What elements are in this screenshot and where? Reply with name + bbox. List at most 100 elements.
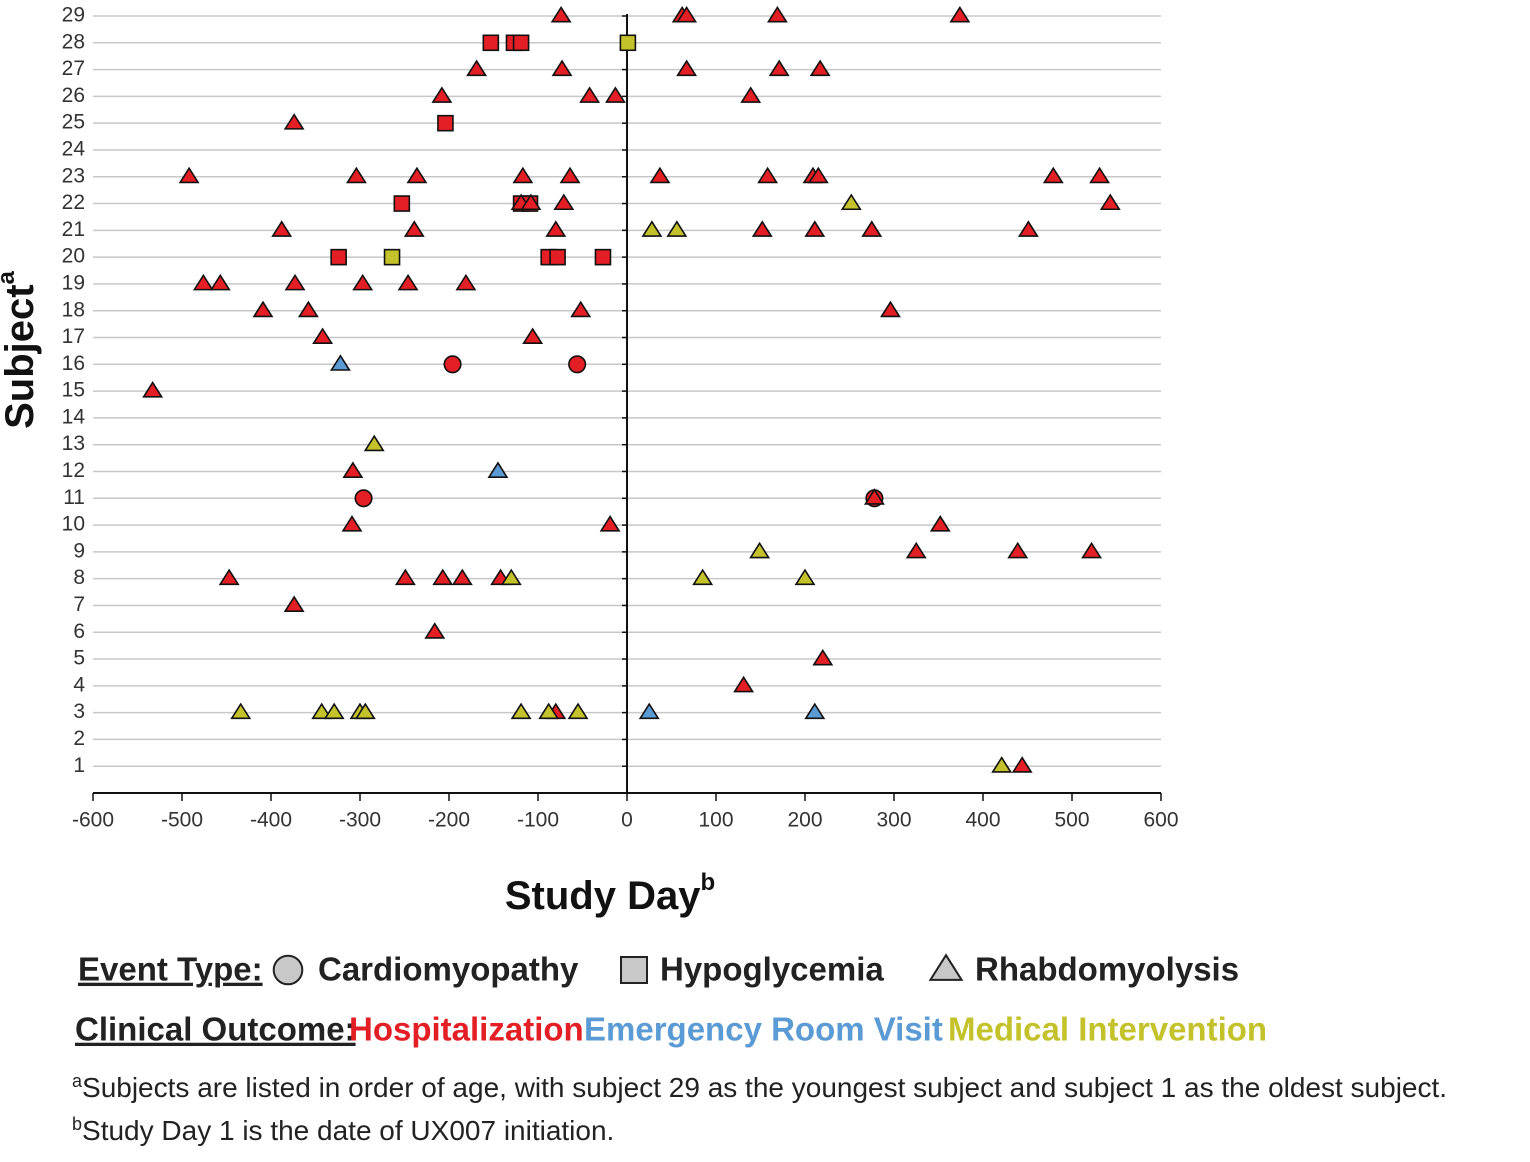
point xyxy=(406,166,428,184)
point xyxy=(466,59,488,77)
y-tick-label: 14 xyxy=(62,405,86,428)
x-tick-label: -400 xyxy=(250,809,292,832)
legend-label: Emergency Room Visit xyxy=(584,1011,943,1048)
legend: Event Type: Clinical Outcome: Cardiomyop… xyxy=(75,951,1267,1048)
legend-outcome-title: Clinical Outcome: xyxy=(75,1011,356,1048)
point xyxy=(766,5,788,23)
point xyxy=(297,300,319,318)
point xyxy=(807,166,829,184)
point xyxy=(397,273,419,291)
point xyxy=(218,568,240,586)
y-tick-label: 16 xyxy=(62,352,85,375)
point xyxy=(271,220,293,237)
point xyxy=(812,648,834,666)
point xyxy=(455,273,477,291)
y-tick-label: 9 xyxy=(73,539,85,562)
point xyxy=(1089,166,1111,184)
point xyxy=(863,488,885,505)
point xyxy=(431,86,453,103)
point xyxy=(553,193,575,211)
legend-symbol xyxy=(620,956,648,984)
y-tick-label: 1 xyxy=(73,754,85,777)
point xyxy=(559,166,581,184)
y-tick-label: 5 xyxy=(73,647,85,670)
point xyxy=(330,248,347,266)
point xyxy=(949,5,971,23)
point xyxy=(567,702,589,720)
x-tick-label: 400 xyxy=(965,809,1000,832)
x-tick-label: -100 xyxy=(517,809,559,832)
point xyxy=(692,568,714,586)
point xyxy=(751,220,773,237)
point xyxy=(482,34,500,52)
x-axis-title-sup: b xyxy=(700,869,715,896)
y-axis-title: Subjecta xyxy=(0,270,42,428)
point xyxy=(1007,541,1029,559)
y-tick-label: 26 xyxy=(62,84,85,107)
point xyxy=(1081,541,1103,559)
y-tick-label: 18 xyxy=(62,298,85,321)
y-tick-label: 25 xyxy=(62,111,85,134)
x-tick-label: -300 xyxy=(339,809,381,832)
legend-label: Cardiomyopathy xyxy=(318,951,579,988)
y-tick-label: 22 xyxy=(62,191,85,214)
point xyxy=(676,5,698,23)
y-tick-label: 15 xyxy=(62,379,85,402)
point xyxy=(879,300,901,318)
point xyxy=(209,273,231,291)
x-axis-title: Study Dayb xyxy=(505,869,715,917)
points xyxy=(142,5,1121,773)
point xyxy=(599,515,621,532)
point xyxy=(1011,756,1033,773)
point xyxy=(329,354,351,371)
y-tick-label: 28 xyxy=(62,30,85,53)
point xyxy=(283,113,305,130)
point xyxy=(437,114,454,132)
footnote-text: Study Day 1 is the date of UX007 initiat… xyxy=(82,1115,614,1146)
y-tick-label: 19 xyxy=(62,271,85,294)
point xyxy=(604,86,626,103)
point xyxy=(345,166,367,184)
footnote: bStudy Day 1 is the date of UX007 initia… xyxy=(72,1114,614,1147)
legend-event-title: Event Type: xyxy=(78,951,263,988)
point xyxy=(538,702,560,720)
point xyxy=(840,193,862,211)
point xyxy=(394,568,416,586)
y-tick-label: 24 xyxy=(62,138,86,161)
point xyxy=(757,166,779,184)
point xyxy=(551,59,573,77)
point xyxy=(487,461,509,478)
point xyxy=(749,541,771,559)
y-tick-label: 29 xyxy=(62,4,85,27)
point xyxy=(594,248,612,266)
legend-label: Rhabdomyolysis xyxy=(975,951,1239,988)
point xyxy=(1099,193,1121,211)
x-tick-label: 500 xyxy=(1054,809,1089,832)
point xyxy=(500,568,522,586)
point xyxy=(510,702,532,720)
point xyxy=(443,355,462,374)
y-tick-label: 12 xyxy=(62,459,85,482)
point xyxy=(192,273,214,291)
y-tick-label: 13 xyxy=(62,432,85,455)
point xyxy=(740,86,762,103)
point xyxy=(230,702,252,720)
x-axis-title-text: Study Day xyxy=(505,874,701,918)
point xyxy=(512,166,534,184)
y-tick-label: 6 xyxy=(73,620,85,643)
y-tick-label: 2 xyxy=(73,727,85,750)
legend-label: Medical Intervention xyxy=(948,1011,1267,1048)
point xyxy=(794,568,816,586)
point xyxy=(549,248,566,266)
point xyxy=(284,273,306,291)
point xyxy=(451,568,473,586)
y-tick-label: 4 xyxy=(73,673,85,696)
y-tick-label: 3 xyxy=(73,700,85,723)
point xyxy=(142,381,164,398)
footnote: aSubjects are listed in order of age, wi… xyxy=(72,1071,1447,1104)
point xyxy=(619,34,637,52)
footnote-mark: a xyxy=(72,1071,83,1091)
point xyxy=(283,595,305,612)
point xyxy=(666,220,688,237)
point xyxy=(804,702,826,720)
